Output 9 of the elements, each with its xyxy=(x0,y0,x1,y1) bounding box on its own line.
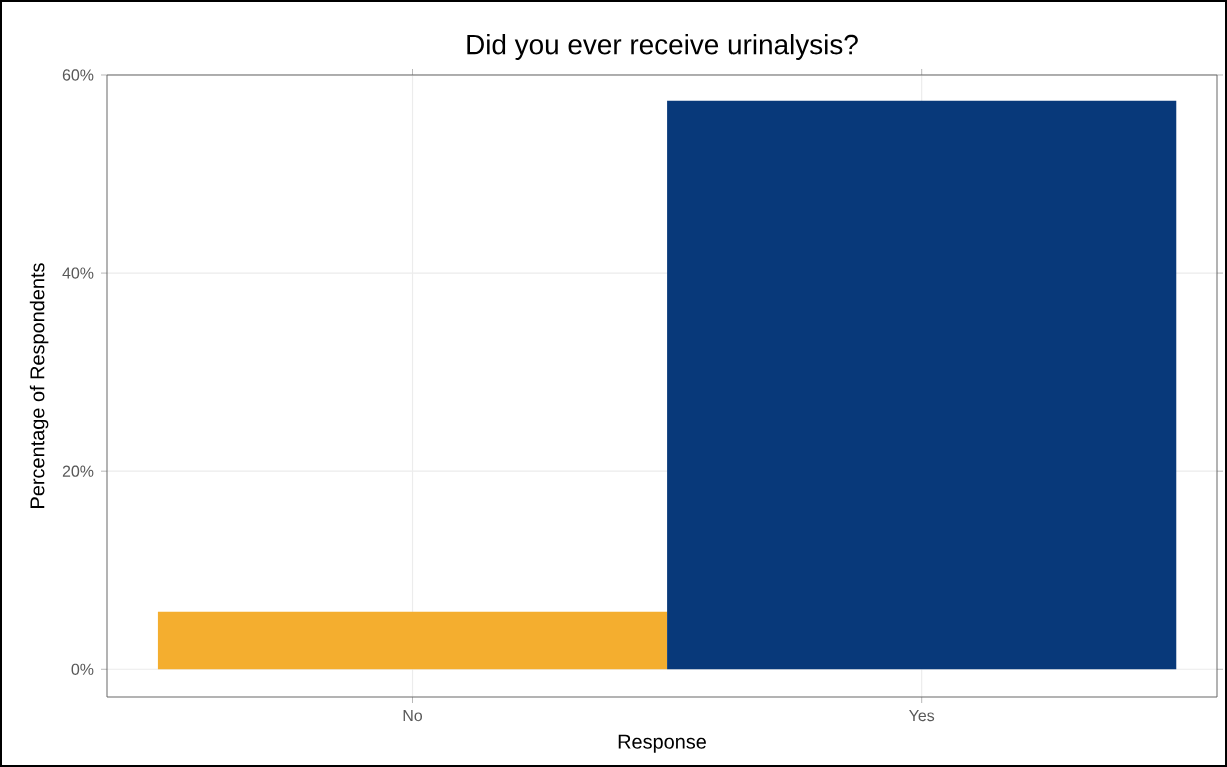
x-axis-title: Response xyxy=(618,734,706,753)
chart-title: Did you ever receive urinalysis? xyxy=(467,33,858,60)
y-tick-label: 0% xyxy=(71,663,94,675)
y-axis-title: Percentage of Respondents xyxy=(29,263,49,508)
y-tick-label: 20% xyxy=(62,465,94,477)
y-tick-label: 40% xyxy=(62,267,94,279)
x-tick-label: No xyxy=(403,710,423,722)
y-tick-label: 60% xyxy=(62,69,94,81)
x-tick-label: Yes xyxy=(909,710,935,722)
